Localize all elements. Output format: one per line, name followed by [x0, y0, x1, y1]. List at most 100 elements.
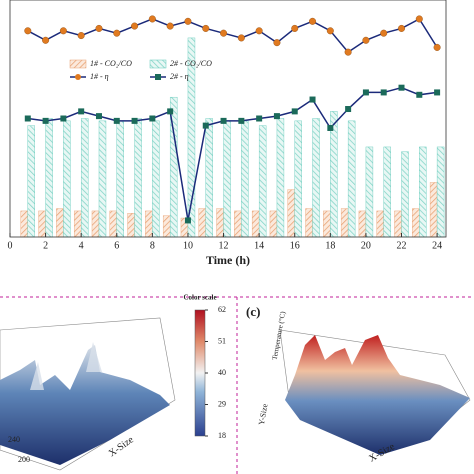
- bar: [347, 120, 356, 238]
- marker: [202, 122, 209, 129]
- surface-left: 240 200 X-Size: [0, 317, 176, 471]
- marker: [202, 24, 210, 32]
- bar: [358, 210, 367, 238]
- axis-label: Temperature (°C): [271, 310, 288, 360]
- marker: [237, 34, 245, 42]
- marker: [77, 32, 85, 40]
- marker: [220, 117, 227, 124]
- marker: [220, 29, 228, 37]
- bar: [401, 151, 409, 238]
- plot-frame: [9, 0, 447, 238]
- bar: [162, 215, 171, 238]
- axis-tick: 200: [18, 455, 30, 464]
- x-axis-label: Time (h): [206, 253, 250, 267]
- panel-label: (c): [246, 304, 260, 319]
- bar: [312, 118, 320, 238]
- x-tick-label: 18: [325, 240, 335, 251]
- marker: [184, 17, 192, 25]
- bar: [152, 120, 160, 238]
- bar: [145, 210, 153, 238]
- bar: [323, 210, 331, 238]
- bar: [376, 210, 384, 238]
- legend-label: 2# - η: [170, 72, 189, 81]
- marker: [291, 24, 299, 32]
- bar: [91, 210, 100, 238]
- bar: [127, 213, 135, 238]
- colorbar-title: Color scale: [183, 294, 216, 302]
- colorbar-tick-label: 40: [218, 368, 226, 377]
- marker: [42, 36, 50, 44]
- legend-label: 2# - CO₂/CO: [170, 59, 212, 68]
- bar: [38, 210, 46, 238]
- marker: [95, 24, 103, 32]
- bar: [63, 120, 71, 238]
- colorbar-tick-label: 29: [218, 399, 226, 408]
- x-tick-label: 22: [397, 240, 407, 251]
- x-tick-label: 16: [290, 240, 300, 251]
- bar: [365, 146, 374, 238]
- legend-marker: [75, 74, 81, 80]
- marker: [327, 124, 334, 131]
- bar: [216, 208, 224, 238]
- bar: [251, 210, 260, 238]
- marker: [273, 39, 281, 47]
- marker: [434, 89, 441, 96]
- bar: [134, 118, 142, 238]
- bar: [419, 146, 427, 238]
- marker: [238, 117, 245, 124]
- bar: [258, 125, 267, 238]
- marker: [24, 27, 32, 35]
- marker: [95, 113, 102, 120]
- x-tick-label: 8: [150, 240, 155, 251]
- x-tick-label: 0: [8, 240, 13, 251]
- bar: [412, 208, 420, 238]
- legend-marker: [155, 74, 161, 80]
- bar: [287, 189, 295, 238]
- bar: [116, 120, 124, 238]
- marker: [273, 113, 280, 120]
- marker: [113, 117, 120, 124]
- marker: [380, 29, 388, 37]
- bar: [56, 208, 64, 238]
- marker: [167, 108, 174, 115]
- x-tick-label: 4: [79, 240, 84, 251]
- bar: [429, 182, 438, 238]
- bar: [241, 120, 249, 238]
- colorbar-tick-label: 18: [218, 431, 226, 440]
- x-tick-label: 10: [183, 240, 193, 251]
- marker: [362, 89, 369, 96]
- bar: [205, 118, 213, 238]
- marker: [344, 48, 352, 56]
- bar: [45, 118, 53, 238]
- marker: [398, 24, 406, 32]
- marker: [131, 117, 138, 124]
- legend-label: 1# - η: [90, 72, 109, 81]
- bar: [340, 208, 349, 238]
- bar: [436, 146, 445, 238]
- marker: [256, 115, 263, 122]
- bar: [305, 208, 313, 238]
- marker: [166, 22, 174, 30]
- x-tick-label: 14: [254, 240, 264, 251]
- bar: [276, 118, 285, 238]
- bar: [234, 210, 242, 238]
- x-tick-label: 20: [361, 240, 371, 251]
- bar: [80, 118, 89, 238]
- marker: [24, 115, 31, 122]
- line: [27, 17, 438, 54]
- bar: [383, 146, 391, 238]
- x-tick-label: 6: [114, 240, 119, 251]
- legend-swatch: [149, 59, 167, 69]
- marker: [113, 29, 121, 37]
- marker: [60, 115, 67, 122]
- marker: [433, 43, 441, 51]
- marker: [362, 36, 370, 44]
- axis-label: Y-Size: [257, 403, 270, 426]
- x-tick-label: 2: [43, 240, 48, 251]
- marker: [415, 15, 423, 23]
- marker: [148, 15, 156, 23]
- marker: [309, 17, 317, 25]
- bar: [20, 210, 28, 238]
